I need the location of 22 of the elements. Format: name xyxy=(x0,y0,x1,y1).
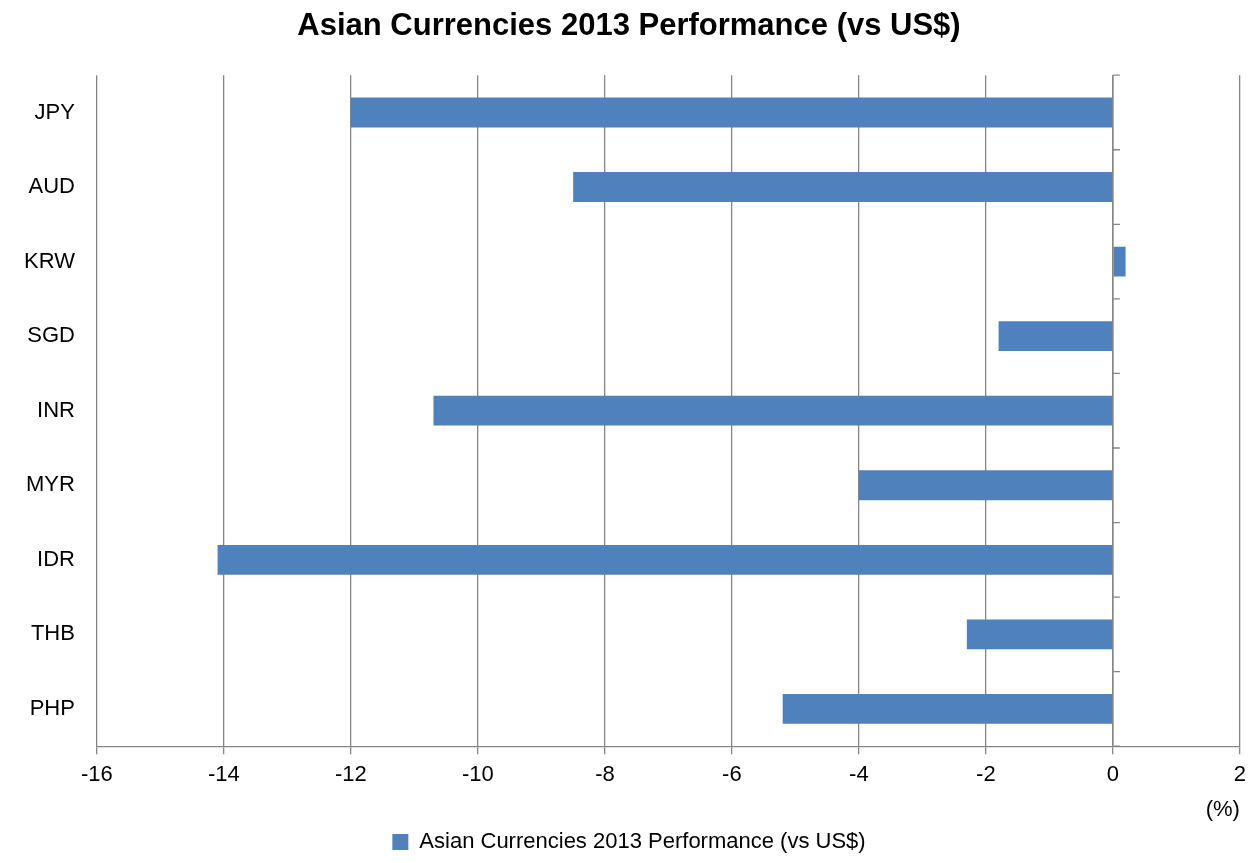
chart-title: Asian Currencies 2013 Performance (vs US$) xyxy=(297,7,961,43)
y-tick-label: INR xyxy=(37,396,75,422)
y-tick-label: IDR xyxy=(37,545,75,571)
x-tick-label: -10 xyxy=(462,761,494,787)
legend-label: Asian Currencies 2013 Performance (vs US$) xyxy=(419,828,866,854)
x-tick-label: -8 xyxy=(595,761,615,787)
x-tick-label: -12 xyxy=(335,761,367,787)
x-tick-label: -2 xyxy=(976,761,996,787)
y-tick-label: PHP xyxy=(29,694,75,720)
x-axis-title: (%) xyxy=(1205,795,1240,821)
y-tick-label: THB xyxy=(30,620,75,646)
y-tick-label: SGD xyxy=(27,322,75,348)
x-tick-label: -6 xyxy=(722,761,742,787)
x-tick-label: -4 xyxy=(849,761,869,787)
x-tick-label: 2 xyxy=(1233,761,1247,787)
y-tick-label: KRW xyxy=(23,247,76,273)
y-tick-label: MYR xyxy=(26,471,75,497)
y-tick-label: AUD xyxy=(28,173,75,199)
x-tick-label: -16 xyxy=(81,761,113,787)
y-tick-label: JPY xyxy=(34,98,76,124)
x-tick-label: -14 xyxy=(208,761,240,787)
x-tick-label: 0 xyxy=(1106,761,1120,787)
